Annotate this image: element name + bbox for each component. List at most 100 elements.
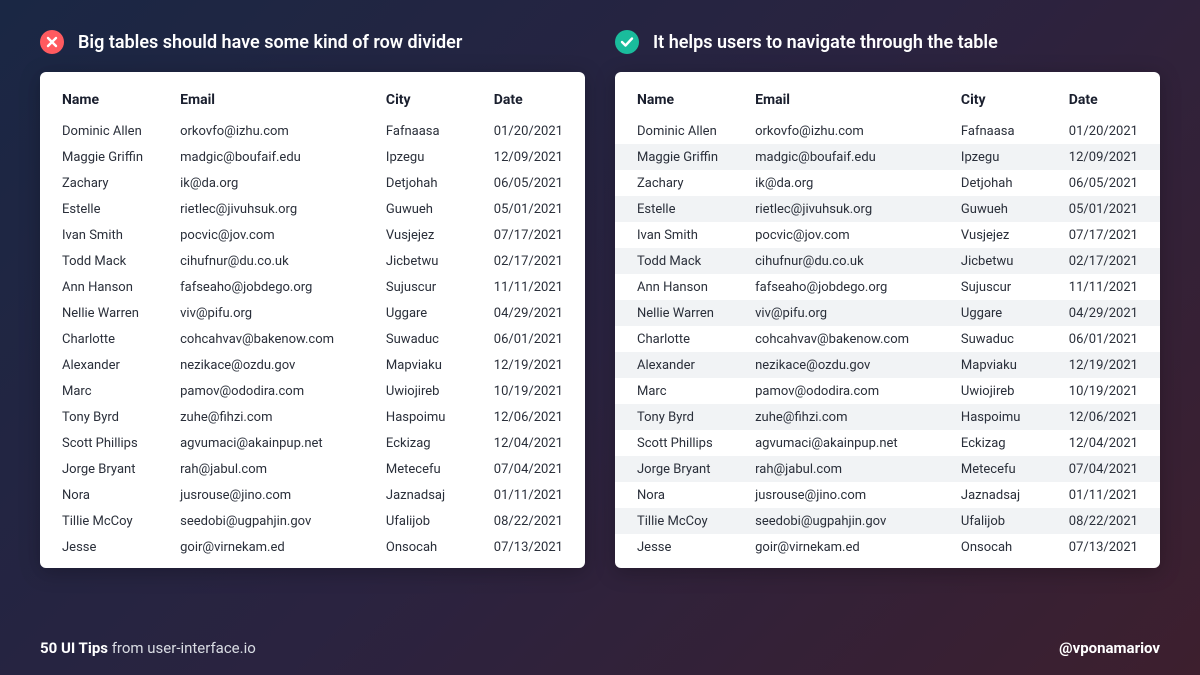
table-row: Tillie McCoyseedobi@ugpahjin.govUfalijob…: [40, 508, 585, 534]
table-cell: fafseaho@jobdego.org: [745, 274, 951, 300]
table-cell: 01/11/2021: [1059, 482, 1160, 508]
panel-header: It helps users to navigate through the t…: [615, 30, 1160, 54]
table-cell: 01/20/2021: [484, 118, 585, 144]
table-cell: 05/01/2021: [484, 196, 585, 222]
col-header-city: City: [376, 88, 484, 118]
panel-header: Big tables should have some kind of row …: [40, 30, 585, 54]
table-cell: Scott Phillips: [615, 430, 745, 456]
panel-title: Big tables should have some kind of row …: [78, 32, 462, 53]
table-card-striped: Name Email City Date Dominic Allenorkovf…: [615, 72, 1160, 568]
table-cell: Ipzegu: [951, 144, 1059, 170]
table-cell: Mapviaku: [376, 352, 484, 378]
table-cell: orkovfo@izhu.com: [745, 118, 951, 144]
table-cell: zuhe@fihzi.com: [170, 404, 376, 430]
table-cell: pocvic@jov.com: [745, 222, 951, 248]
table-cell: orkovfo@izhu.com: [170, 118, 376, 144]
table-cell: Fafnaasa: [951, 118, 1059, 144]
table-row: Nellie Warrenviv@pifu.orgUggare04/29/202…: [40, 300, 585, 326]
table-cell: 07/04/2021: [1059, 456, 1160, 482]
table-cell: Jorge Bryant: [40, 456, 170, 482]
table-cell: Ufalijob: [376, 508, 484, 534]
table-row: Jorge Bryantrah@jabul.comMetecefu07/04/2…: [40, 456, 585, 482]
table-cell: Dominic Allen: [40, 118, 170, 144]
table-cell: Eckizag: [951, 430, 1059, 456]
table-row: Todd Mackcihufnur@du.co.ukJicbetwu02/17/…: [40, 248, 585, 274]
table-cell: cihufnur@du.co.uk: [170, 248, 376, 274]
table-cell: 07/17/2021: [484, 222, 585, 248]
table-cell: Tillie McCoy: [615, 508, 745, 534]
table-row: Maggie Griffinmadgic@boufaif.eduIpzegu12…: [615, 144, 1160, 170]
table-cell: Marc: [615, 378, 745, 404]
table-cell: 12/06/2021: [1059, 404, 1160, 430]
table-cell: 12/19/2021: [1059, 352, 1160, 378]
table-cell: 11/11/2021: [1059, 274, 1160, 300]
table-cell: 07/17/2021: [1059, 222, 1160, 248]
table-row: Charlottecohcahvav@bakenow.comSuwaduc06/…: [615, 326, 1160, 352]
table-cell: Sujuscur: [951, 274, 1059, 300]
table-cell: Ivan Smith: [40, 222, 170, 248]
col-header-date: Date: [484, 88, 585, 118]
table-cell: fafseaho@jobdego.org: [170, 274, 376, 300]
table-cell: Tony Byrd: [615, 404, 745, 430]
table-cell: Jorge Bryant: [615, 456, 745, 482]
cross-icon: [40, 30, 64, 54]
table-cell: Jaznadsaj: [376, 482, 484, 508]
table-cell: Guwueh: [376, 196, 484, 222]
table-row: Charlottecohcahvav@bakenow.comSuwaduc06/…: [40, 326, 585, 352]
table-cell: Tony Byrd: [40, 404, 170, 430]
table-cell: Ann Hanson: [615, 274, 745, 300]
table-cell: madgic@boufaif.edu: [170, 144, 376, 170]
table-row: Jessegoir@virnekam.edOnsocah07/13/2021: [40, 534, 585, 560]
table-cell: 07/13/2021: [484, 534, 585, 560]
table-cell: jusrouse@jino.com: [170, 482, 376, 508]
table-cell: 12/09/2021: [1059, 144, 1160, 170]
table-cell: Onsocah: [951, 534, 1059, 560]
table-cell: ik@da.org: [170, 170, 376, 196]
table-cell: 12/19/2021: [484, 352, 585, 378]
table-cell: agvumaci@akainpup.net: [170, 430, 376, 456]
table-cell: Fafnaasa: [376, 118, 484, 144]
table-row: Scott Phillipsagvumaci@akainpup.netEckiz…: [615, 430, 1160, 456]
table-cell: 08/22/2021: [1059, 508, 1160, 534]
table-cell: 02/17/2021: [484, 248, 585, 274]
table-cell: Vusjejez: [951, 222, 1059, 248]
table-cell: Todd Mack: [615, 248, 745, 274]
table-cell: Tillie McCoy: [40, 508, 170, 534]
table-cell: Scott Phillips: [40, 430, 170, 456]
table-cell: nezikace@ozdu.gov: [170, 352, 376, 378]
table-row: Nellie Warrenviv@pifu.orgUggare04/29/202…: [615, 300, 1160, 326]
table-cell: Jesse: [615, 534, 745, 560]
col-header-email: Email: [745, 88, 951, 118]
table-cell: Marc: [40, 378, 170, 404]
table-row: Norajusrouse@jino.comJaznadsaj01/11/2021: [615, 482, 1160, 508]
table-cell: 06/01/2021: [1059, 326, 1160, 352]
table-cell: Uggare: [376, 300, 484, 326]
table-cell: 02/17/2021: [1059, 248, 1160, 274]
table-cell: Uggare: [951, 300, 1059, 326]
bad-example-panel: Big tables should have some kind of row …: [40, 30, 585, 568]
table-cell: cohcahvav@bakenow.com: [745, 326, 951, 352]
table-cell: 10/19/2021: [1059, 378, 1160, 404]
table-cell: 12/04/2021: [484, 430, 585, 456]
col-header-email: Email: [170, 88, 376, 118]
table-cell: 01/20/2021: [1059, 118, 1160, 144]
data-table-striped: Name Email City Date Dominic Allenorkovf…: [615, 88, 1160, 560]
table-cell: Zachary: [40, 170, 170, 196]
col-header-date: Date: [1059, 88, 1160, 118]
table-cell: 06/01/2021: [484, 326, 585, 352]
table-cell: Nellie Warren: [40, 300, 170, 326]
table-cell: viv@pifu.org: [745, 300, 951, 326]
footer-handle: @vponamariov: [1059, 639, 1160, 657]
table-cell: Todd Mack: [40, 248, 170, 274]
table-cell: Detjohah: [376, 170, 484, 196]
footer: 50 UI Tips from user-interface.io @vpona…: [40, 639, 1160, 657]
table-cell: Jaznadsaj: [951, 482, 1059, 508]
table-cell: Zachary: [615, 170, 745, 196]
table-cell: 12/06/2021: [484, 404, 585, 430]
table-row: Dominic Allenorkovfo@izhu.comFafnaasa01/…: [40, 118, 585, 144]
table-cell: 12/09/2021: [484, 144, 585, 170]
table-cell: cohcahvav@bakenow.com: [170, 326, 376, 352]
table-cell: Charlotte: [615, 326, 745, 352]
table-row: Estellerietlec@jivuhsuk.orgGuwueh05/01/2…: [40, 196, 585, 222]
table-row: Tony Byrdzuhe@fihzi.comHaspoimu12/06/202…: [40, 404, 585, 430]
